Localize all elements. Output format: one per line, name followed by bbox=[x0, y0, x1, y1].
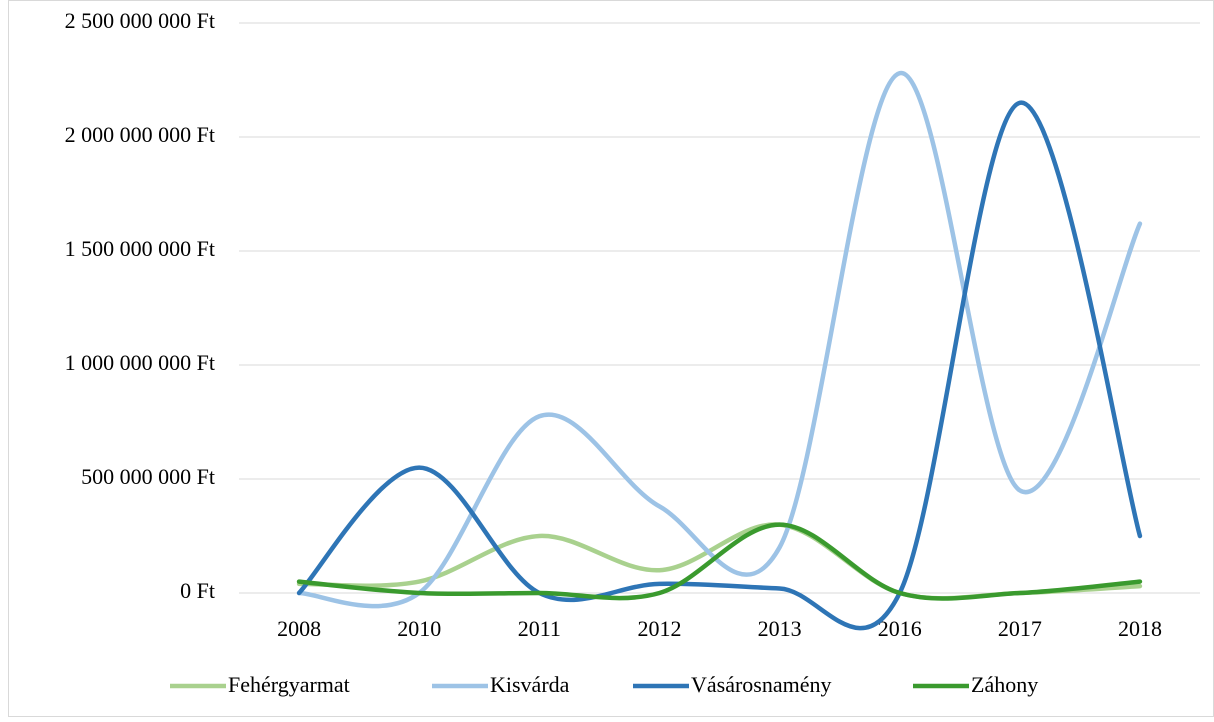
y-tick-label: 1 500 000 000 Ft bbox=[65, 236, 215, 261]
series-line bbox=[296, 70, 1143, 609]
series-line bbox=[296, 522, 1143, 601]
legend-label: Záhony bbox=[971, 672, 1038, 697]
x-tick-label: 2012 bbox=[637, 616, 681, 641]
y-tick-label: 1 000 000 000 Ft bbox=[65, 350, 215, 375]
y-tick-label: 2 500 000 000 Ft bbox=[65, 8, 215, 33]
x-tick-label: 2018 bbox=[1118, 616, 1162, 641]
x-tick-label: 2016 bbox=[878, 616, 922, 641]
x-tick-label: 2010 bbox=[397, 616, 441, 641]
series-line bbox=[296, 100, 1143, 631]
y-tick-label: 0 Ft bbox=[180, 578, 215, 603]
y-tick-label: 500 000 000 Ft bbox=[81, 464, 215, 489]
y-tick-label: 2 000 000 000 Ft bbox=[65, 122, 215, 147]
x-tick-label: 2008 bbox=[277, 616, 321, 641]
legend-label: Vásárosnamény bbox=[691, 672, 832, 697]
x-tick-label: 2011 bbox=[518, 616, 561, 641]
x-tick-label: 2013 bbox=[758, 616, 802, 641]
x-tick-label: 2017 bbox=[998, 616, 1042, 641]
legend-label: Fehérgyarmat bbox=[228, 672, 350, 697]
legend-label: Kisvárda bbox=[490, 672, 570, 697]
